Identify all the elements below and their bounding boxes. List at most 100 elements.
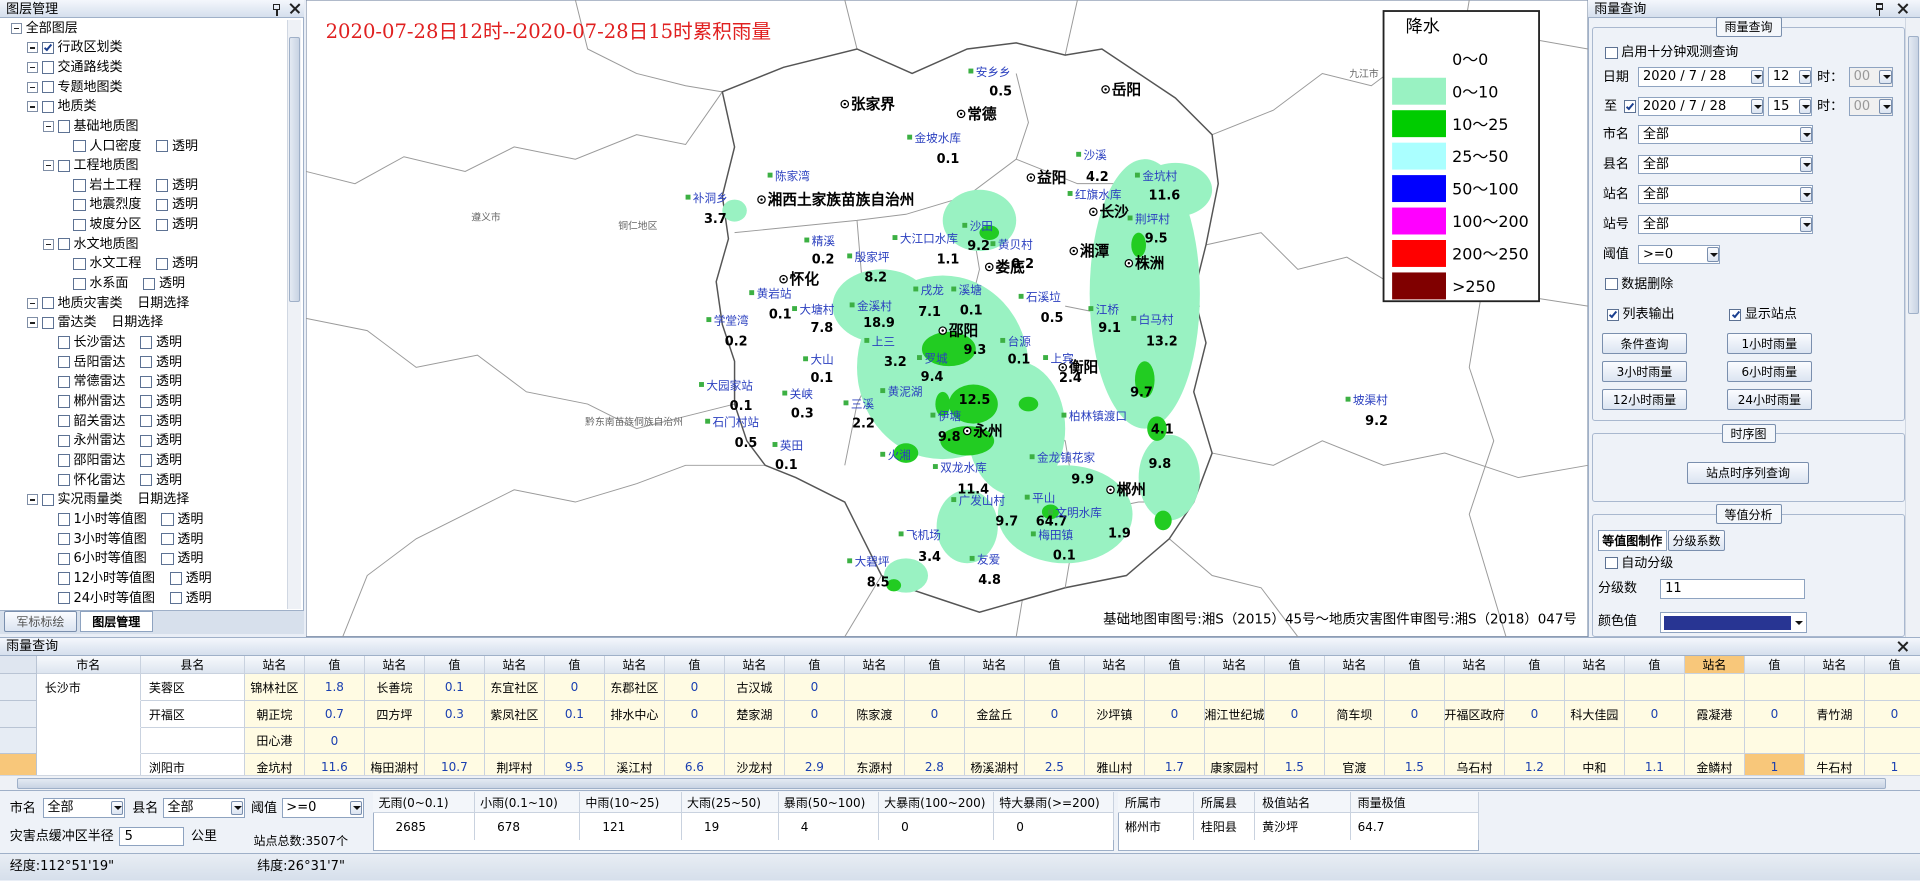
tree-expander[interactable] (26, 494, 38, 506)
tree-label[interactable]: 专题地图类 (57, 79, 123, 95)
value-cell[interactable] (1504, 674, 1565, 702)
table-cell[interactable]: 朝正垸 (244, 701, 305, 729)
tree-option[interactable]: 日期选择 (111, 315, 164, 331)
column-header[interactable]: 站名 (1084, 656, 1145, 675)
table-cell[interactable] (1444, 728, 1505, 755)
column-header[interactable]: 站名 (724, 656, 785, 675)
checkbox[interactable] (1605, 46, 1618, 59)
value-cell[interactable]: 0.3 (424, 701, 485, 729)
tree-expander[interactable] (11, 22, 23, 34)
checkbox[interactable] (161, 533, 174, 546)
table-cell[interactable] (724, 728, 785, 755)
checkbox[interactable] (156, 139, 169, 153)
table-cell[interactable] (364, 728, 425, 755)
column-header[interactable]: 值 (784, 656, 845, 675)
dropdown-button[interactable] (1799, 187, 1812, 202)
table-cell[interactable] (140, 728, 245, 755)
checkbox[interactable] (140, 474, 153, 487)
column-header[interactable]: 站名 (1324, 656, 1385, 675)
dropdown-button[interactable] (1750, 69, 1764, 85)
column-header[interactable]: 站名 (1204, 656, 1265, 675)
checkbox[interactable] (140, 454, 153, 467)
timeseries-button[interactable]: 站点时序列查询 (1687, 461, 1809, 484)
column-header[interactable]: 站名 (1444, 656, 1505, 675)
table-cell[interactable] (1204, 674, 1265, 702)
panel-tab[interactable]: 军标标绘 (3, 611, 78, 632)
value-cell[interactable] (424, 728, 485, 755)
value-cell[interactable] (1264, 674, 1325, 702)
value-cell[interactable]: 0 (304, 728, 365, 755)
column-header[interactable]: 值 (544, 656, 605, 675)
column-header[interactable]: 站名 (1564, 656, 1625, 675)
column-header[interactable]: 站名 (844, 656, 905, 675)
value-cell[interactable]: 0.1 (544, 701, 605, 729)
filter-select[interactable]: 全部 (1638, 124, 1814, 145)
dropdown-button[interactable] (1799, 127, 1812, 142)
tree-option[interactable]: 透明 (171, 138, 198, 154)
column-header[interactable]: 站名 (244, 656, 305, 675)
close-button[interactable] (1897, 641, 1908, 652)
scroll-thumb[interactable] (1908, 35, 1920, 314)
table-cell[interactable]: 金盆丘 (964, 701, 1025, 729)
table-cell[interactable] (1084, 728, 1145, 755)
query-button[interactable]: 24小时雨量 (1726, 389, 1813, 411)
filter-select[interactable]: 全部 (1638, 214, 1814, 235)
table-cell[interactable]: 锦林社区 (244, 674, 305, 702)
tree-option[interactable]: 透明 (156, 452, 183, 468)
tree-option[interactable]: 透明 (171, 177, 198, 193)
level-spinner[interactable]: 11 (1660, 579, 1805, 599)
checkbox[interactable] (41, 81, 54, 94)
filter-select[interactable]: >=0 (281, 798, 364, 818)
column-header[interactable]: 值 (304, 656, 365, 675)
filter-select[interactable]: 全部 (42, 798, 125, 818)
value-cell[interactable] (1504, 728, 1565, 755)
table-cell[interactable]: 东郡社区 (604, 674, 665, 702)
tree-label[interactable]: 水文地质图 (73, 236, 139, 252)
table-cell[interactable] (1684, 728, 1745, 755)
tree-expander[interactable] (42, 238, 54, 250)
checkbox[interactable] (57, 434, 70, 447)
query-button[interactable]: 1小时雨量 (1726, 333, 1813, 354)
checkbox[interactable] (1728, 308, 1742, 321)
tree-option[interactable]: 透明 (156, 335, 183, 351)
column-header[interactable]: 站名 (604, 656, 665, 675)
table-cell[interactable]: 紫凤社区 (484, 701, 545, 729)
tree-option[interactable]: 透明 (177, 551, 204, 567)
query-button[interactable]: 6小时雨量 (1726, 361, 1813, 383)
value-cell[interactable]: 0 (784, 674, 845, 702)
table-cell[interactable] (36, 728, 141, 755)
table-cell[interactable]: 四方坪 (364, 701, 425, 729)
checkbox[interactable] (57, 533, 70, 546)
tree-label[interactable]: 地质灾害类 (57, 295, 123, 311)
column-header[interactable]: 值 (664, 656, 725, 675)
checkbox[interactable] (57, 395, 70, 408)
query-button[interactable]: 条件查询 (1601, 333, 1688, 354)
tree-expander[interactable] (26, 61, 38, 73)
table-cell[interactable]: 古汉城 (724, 674, 785, 702)
checkbox[interactable] (1623, 100, 1636, 113)
tree-option[interactable]: 透明 (156, 413, 183, 429)
column-header[interactable]: 值 (1144, 656, 1205, 675)
tree-option[interactable]: 透明 (158, 276, 185, 292)
checkbox[interactable] (57, 336, 70, 349)
tree-label[interactable]: 6小时等值图 (73, 551, 147, 567)
value-cell[interactable] (1744, 674, 1805, 702)
dropdown-button[interactable] (1706, 247, 1719, 262)
value-cell[interactable] (544, 728, 605, 755)
table-cell[interactable]: 简车坝 (1324, 701, 1385, 729)
dropdown-button[interactable] (1879, 69, 1892, 85)
tree-label[interactable]: 24小时等值图 (73, 590, 155, 606)
value-cell[interactable]: 0 (1504, 701, 1565, 729)
value-cell[interactable] (784, 728, 845, 755)
close-button[interactable] (1897, 3, 1908, 15)
checkbox[interactable] (57, 591, 70, 605)
tree-label[interactable]: 坡度分区 (89, 217, 142, 233)
tree-label[interactable]: 工程地质图 (73, 158, 139, 174)
checkbox[interactable] (41, 41, 54, 54)
dropdown-button[interactable] (1798, 69, 1811, 85)
checkbox[interactable] (140, 336, 153, 349)
checkbox[interactable] (73, 277, 86, 290)
table-cell[interactable]: 长善垸 (364, 674, 425, 702)
tree-expander[interactable] (42, 120, 54, 132)
table-cell[interactable]: 芙蓉区 (140, 674, 245, 702)
